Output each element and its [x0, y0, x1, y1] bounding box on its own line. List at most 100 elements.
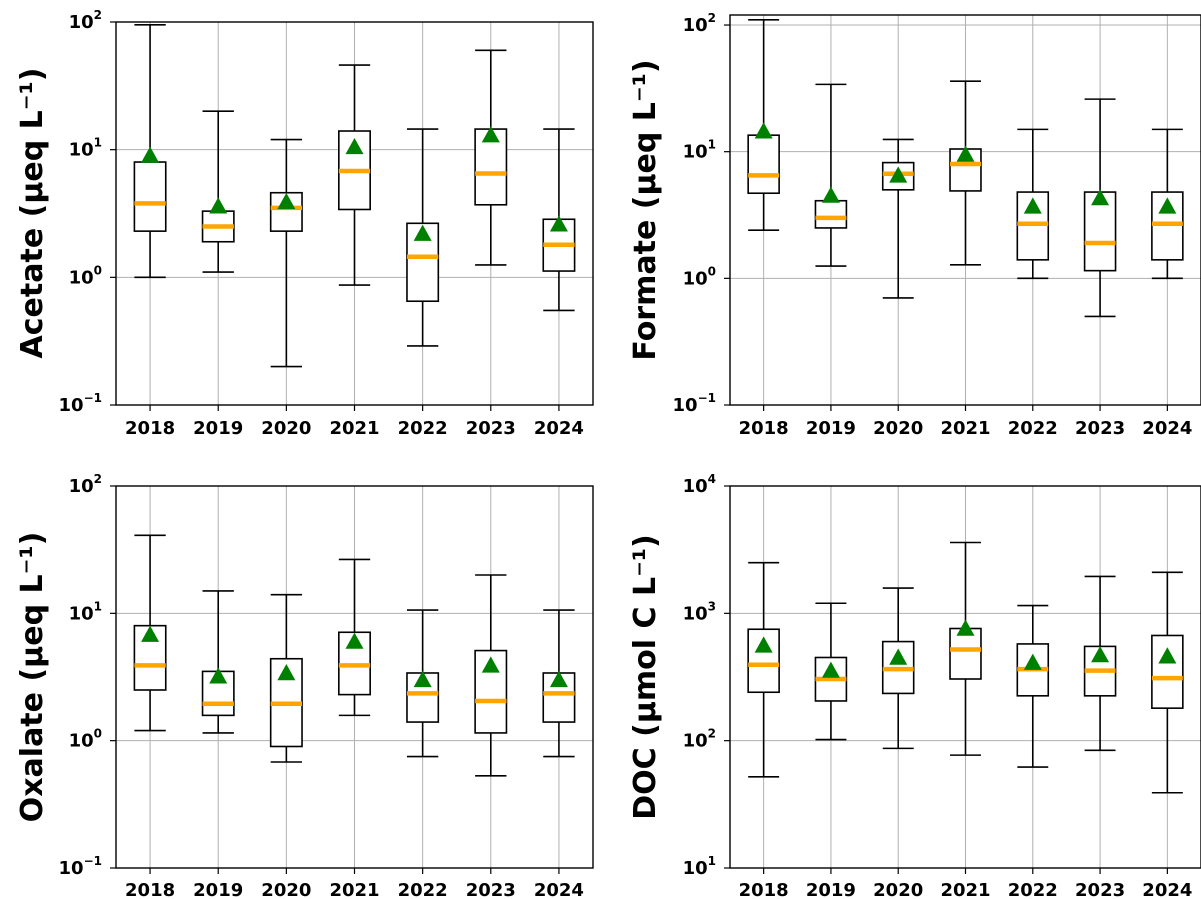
y-tick-exponent: 2 — [708, 727, 716, 741]
x-tick-label: 2024 — [1142, 880, 1192, 899]
iqr-box — [406, 222, 440, 303]
x-tick-label: 2021 — [940, 418, 990, 439]
plot-frame — [729, 14, 1201, 406]
mean-marker — [277, 663, 296, 681]
y-tick-base: 10 — [683, 268, 708, 289]
x-tick-label: 2019 — [806, 880, 856, 899]
x-tick-label: 2019 — [193, 880, 243, 899]
y-tick-exponent: 4 — [708, 472, 716, 486]
mean-marker — [413, 670, 432, 688]
mean-marker — [821, 186, 840, 203]
plot-frame — [729, 485, 1201, 869]
x-tick-label: 2023 — [1075, 880, 1125, 899]
mean-marker — [956, 145, 975, 162]
iqr-box — [133, 161, 167, 232]
box-2018 — [133, 24, 167, 279]
y-tick-base: 10 — [59, 395, 84, 416]
y-tick-exponent: 1 — [94, 136, 102, 150]
box-2021 — [338, 64, 371, 286]
x-tick-label: 2019 — [193, 418, 243, 439]
box-2021 — [949, 541, 982, 756]
mean-marker — [1023, 197, 1042, 214]
iqr-box — [269, 191, 303, 232]
x-tick-label: 2020 — [873, 880, 923, 899]
box-2019 — [814, 602, 848, 741]
x-tick-label: 2022 — [398, 880, 448, 899]
y-axis-label: DOC (μmol C L⁻¹) — [628, 534, 663, 820]
x-tick-label: 2021 — [940, 880, 990, 899]
mean-marker — [956, 619, 975, 636]
y-tick-label: 100 — [683, 264, 716, 289]
y-tick-exponent: 1 — [708, 854, 716, 868]
y-tick-exponent: 1 — [708, 138, 716, 152]
box-2022 — [1016, 604, 1050, 768]
box-2020 — [269, 138, 303, 368]
x-tick-label: 2021 — [329, 880, 379, 899]
y-tick-exponent: −1 — [698, 391, 716, 405]
mean-marker — [481, 126, 500, 143]
x-tick-label: 2024 — [534, 880, 584, 899]
box-2022 — [1016, 128, 1050, 280]
y-tick-label: 101 — [683, 854, 716, 879]
box-2018 — [133, 534, 167, 732]
y-tick-base: 10 — [683, 858, 708, 879]
mean-marker — [549, 670, 568, 688]
x-tick-label: 2023 — [466, 418, 516, 439]
x-tick-label: 2020 — [261, 418, 311, 439]
mean-marker — [141, 625, 160, 642]
mean-marker — [209, 667, 228, 684]
box-2020 — [881, 138, 915, 299]
x-tick-label: 2020 — [261, 880, 311, 899]
y-tick-label: 102 — [69, 472, 102, 497]
x-tick-label: 2018 — [739, 418, 789, 439]
y-tick-exponent: 0 — [708, 264, 716, 278]
x-tick-label: 2024 — [1142, 418, 1192, 439]
box-2023 — [474, 574, 508, 777]
y-tick-label: 10−1 — [673, 391, 716, 416]
box-2024 — [542, 609, 576, 758]
mean-marker — [277, 192, 296, 210]
y-tick-exponent: 0 — [94, 263, 102, 277]
y-tick-exponent: 2 — [94, 472, 102, 486]
x-tick-label: 2018 — [739, 880, 789, 899]
y-tick-exponent: 2 — [94, 8, 102, 22]
y-tick-label: 102 — [69, 8, 102, 33]
plot-frame — [115, 21, 594, 406]
mean-marker — [1023, 653, 1042, 670]
y-tick-exponent: −1 — [84, 854, 102, 868]
mean-marker — [754, 636, 773, 653]
iqr-box — [949, 627, 982, 680]
y-axis-label: Acetate (μeq L⁻¹) — [15, 68, 50, 359]
y-tick-base: 10 — [69, 12, 94, 33]
y-tick-base: 10 — [673, 395, 698, 416]
box-2023 — [474, 49, 508, 266]
box-2023 — [1083, 98, 1117, 318]
y-tick-label: 101 — [69, 599, 102, 624]
box-2020 — [881, 587, 915, 750]
mean-marker — [889, 648, 908, 665]
x-tick-label: 2018 — [125, 418, 175, 439]
box-2019 — [814, 83, 848, 267]
box-2022 — [406, 128, 440, 347]
y-tick-label: 100 — [69, 727, 102, 752]
mean-marker — [1091, 646, 1110, 663]
mean-marker — [141, 146, 160, 163]
y-tick-label: 100 — [69, 263, 102, 288]
y-tick-label: 102 — [683, 727, 716, 752]
y-tick-label: 10−1 — [59, 391, 102, 416]
mean-marker — [413, 224, 432, 241]
box-2020 — [269, 593, 303, 763]
y-tick-base: 10 — [59, 858, 84, 879]
x-tick-label: 2024 — [534, 418, 584, 439]
box-2024 — [542, 128, 576, 312]
iqr-box — [814, 199, 848, 229]
x-tick-label: 2023 — [466, 880, 516, 899]
y-axis-label: Formate (μeq L⁻¹) — [628, 59, 663, 360]
mean-marker — [209, 197, 228, 214]
box-2018 — [747, 18, 780, 231]
x-tick-label: 2022 — [1008, 418, 1058, 439]
